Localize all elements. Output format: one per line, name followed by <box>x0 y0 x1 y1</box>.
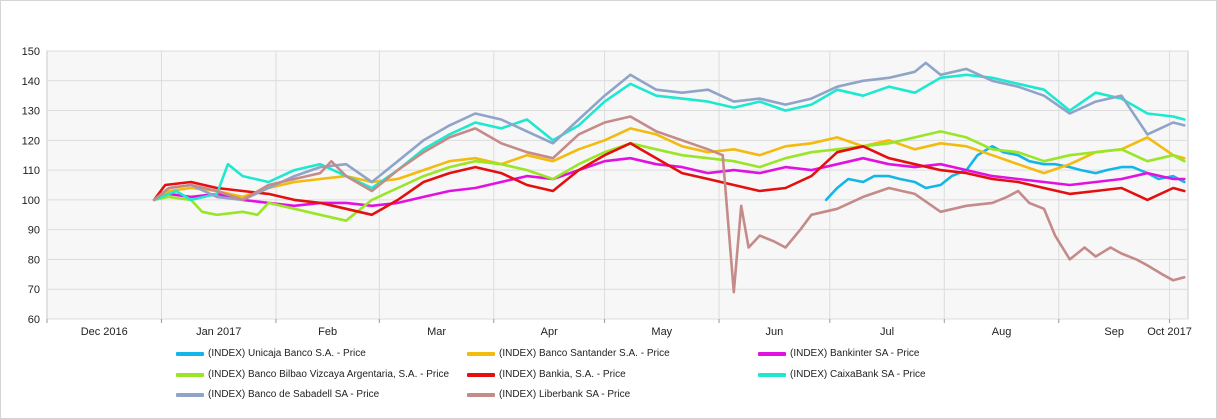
series-line-4 <box>152 142 1186 217</box>
legend-item[interactable]: (INDEX) Unicaja Banco S.A. - Price <box>176 348 366 359</box>
series-line-5 <box>152 73 1186 202</box>
legend-item[interactable]: (INDEX) Bankinter SA - Price <box>758 348 919 359</box>
legend-item[interactable]: (INDEX) Liberbank SA - Price <box>467 389 630 400</box>
legend-item[interactable]: (INDEX) Bankia, S.A. - Price <box>467 369 626 380</box>
legend-label: (INDEX) Liberbank SA - Price <box>499 389 631 400</box>
legend-swatch <box>467 372 495 377</box>
legend-swatch <box>758 372 786 377</box>
legend-swatch <box>467 351 495 356</box>
y-tick-label: 100 <box>22 195 40 207</box>
x-tick-label: Dec 2016 <box>81 326 128 338</box>
legend-swatch <box>176 372 204 377</box>
x-tick-label: Apr <box>541 326 558 338</box>
legend-label: (INDEX) CaixaBank SA - Price <box>790 369 926 380</box>
legend-item[interactable]: (INDEX) Banco Bilbao Vizcaya Argentaria,… <box>176 369 449 380</box>
legend-label: (INDEX) Banco Bilbao Vizcaya Argentaria,… <box>208 369 450 380</box>
legend-swatch <box>176 351 204 356</box>
legend-swatch <box>467 392 495 397</box>
legend-label: (INDEX) Unicaja Banco S.A. - Price <box>208 348 366 359</box>
x-tick-label: Mar <box>427 326 446 338</box>
plot-area <box>46 50 1189 320</box>
y-tick-label: 130 <box>22 106 40 118</box>
x-tick-label: Feb <box>318 326 337 338</box>
series-line-1 <box>152 127 1186 202</box>
y-tick-label: 80 <box>28 254 40 266</box>
series-line-7 <box>152 115 1186 294</box>
legend-label: (INDEX) Bankia, S.A. - Price <box>499 369 626 380</box>
x-tick-label: Jul <box>880 326 894 338</box>
legend-label: (INDEX) Banco Santander S.A. - Price <box>499 348 670 359</box>
x-tick-label: Oct 2017 <box>1147 326 1192 338</box>
legend-item[interactable]: (INDEX) Banco Santander S.A. - Price <box>467 348 670 359</box>
legend-swatch <box>176 392 204 397</box>
y-tick-label: 120 <box>22 135 40 147</box>
y-tick-label: 150 <box>22 46 40 58</box>
series-line-6 <box>152 61 1186 202</box>
legend-item[interactable]: (INDEX) CaixaBank SA - Price <box>758 369 926 380</box>
y-tick-label: 70 <box>28 284 40 296</box>
legend-item[interactable]: (INDEX) Banco de Sabadell SA - Price <box>176 389 379 400</box>
y-tick-label: 60 <box>28 314 40 326</box>
x-tick-label: Sep <box>1104 326 1124 338</box>
x-tick-label: Jun <box>766 326 784 338</box>
y-tick-label: 90 <box>28 225 40 237</box>
series-line-0 <box>824 145 1186 202</box>
x-tick-label: May <box>651 326 672 338</box>
x-tick-label: Aug <box>992 326 1012 338</box>
legend-swatch <box>758 351 786 356</box>
y-tick-label: 140 <box>22 76 40 88</box>
y-tick-label: 110 <box>22 165 40 177</box>
x-tick-label: Jan 2017 <box>196 326 241 338</box>
legend-label: (INDEX) Bankinter SA - Price <box>790 348 920 359</box>
legend-label: (INDEX) Banco de Sabadell SA - Price <box>208 389 380 400</box>
